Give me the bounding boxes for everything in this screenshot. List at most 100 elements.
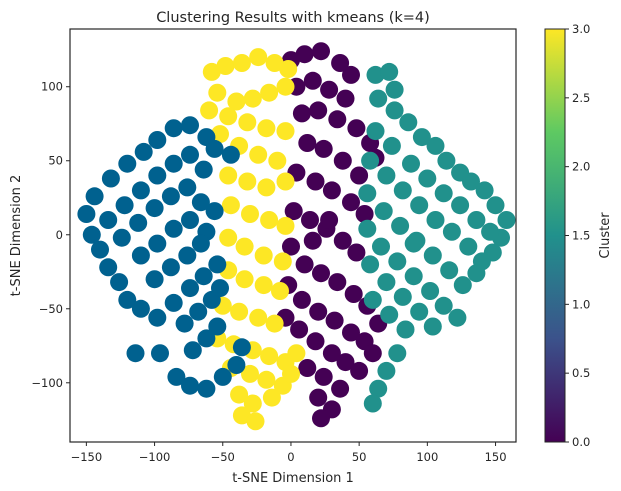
cluster-1-point <box>366 65 385 84</box>
cluster-2-point <box>200 101 219 120</box>
cluster-1-point <box>363 290 382 309</box>
cluster-2-point <box>282 364 300 383</box>
cluster-3-point <box>145 270 164 289</box>
cluster-3-point <box>145 199 164 218</box>
cluster-3-point <box>118 290 137 309</box>
cluster-0-point <box>331 54 350 72</box>
cluster-3-point <box>164 154 183 173</box>
colorbar-tick-label: 1.0 <box>572 297 590 311</box>
cluster-3-point <box>205 202 224 221</box>
cluster-2-point <box>276 77 295 96</box>
cluster-1-point <box>366 122 385 141</box>
cluster-3-point <box>131 246 150 265</box>
colorbar-tick-label: 1.5 <box>572 229 590 243</box>
cluster-0-point <box>325 311 344 330</box>
cluster-0-point <box>309 101 328 120</box>
cluster-1-point <box>467 264 486 283</box>
cluster-2-point <box>254 246 273 265</box>
cluster-2-point <box>243 394 262 413</box>
cluster-2-point <box>260 347 279 366</box>
cluster-1-point <box>442 222 461 241</box>
cluster-3-point <box>148 131 167 149</box>
cluster-1-point <box>426 211 445 229</box>
cluster-3-point <box>164 293 183 312</box>
cluster-1-point <box>448 308 467 327</box>
cluster-3-point <box>118 154 137 173</box>
cluster-1-point <box>380 305 399 324</box>
cluster-1-point <box>369 379 388 398</box>
cluster-1-point <box>475 181 494 200</box>
cluster-2-point <box>276 172 295 191</box>
x-tick-label: 0 <box>287 450 294 464</box>
cluster-3-point <box>126 344 145 363</box>
cluster-3-point <box>194 267 213 286</box>
y-tick-label: −100 <box>31 376 63 390</box>
cluster-2-point <box>243 89 262 108</box>
cluster-3-point <box>205 139 224 158</box>
cluster-1-point <box>440 261 459 280</box>
cluster-3-point <box>227 356 246 374</box>
cluster-0-point <box>347 119 366 138</box>
cluster-0-point <box>303 71 322 90</box>
x-tick-label: 50 <box>352 450 367 464</box>
cluster-3-point <box>82 225 101 244</box>
cluster-0-point <box>295 255 314 274</box>
cluster-1-point <box>361 151 380 170</box>
chart-title: Clustering Results with kmeans (k=4) <box>156 10 430 26</box>
cluster-2-point <box>287 344 306 363</box>
cluster-3-point <box>131 299 150 318</box>
cluster-1-point <box>404 267 423 286</box>
cluster-3-point <box>221 145 240 164</box>
cluster-3-point <box>112 228 131 247</box>
cluster-0-point <box>322 344 341 363</box>
cluster-3-point <box>208 255 227 274</box>
points-layer <box>77 42 516 431</box>
cluster-0-point <box>314 367 333 386</box>
cluster-3-point <box>178 178 197 197</box>
cluster-2-point <box>241 364 259 383</box>
cluster-0-point <box>344 285 363 303</box>
cluster-0-point <box>312 409 330 428</box>
cluster-3-point <box>181 211 199 229</box>
cluster-0-point <box>306 332 325 351</box>
cluster-3-point <box>211 279 229 298</box>
cluster-1-point <box>481 222 500 241</box>
cluster-1-point <box>388 344 407 363</box>
cluster-0-point <box>328 273 347 292</box>
cluster-3-point <box>91 240 109 259</box>
cluster-0-point <box>303 231 322 250</box>
cluster-0-point <box>306 172 325 191</box>
cluster-3-point <box>131 181 150 200</box>
cluster-3-point <box>191 193 210 212</box>
cluster-3-point <box>99 211 118 229</box>
cluster-2-point <box>271 282 289 300</box>
cluster-3-point <box>191 234 210 253</box>
cluster-0-point <box>336 353 355 372</box>
cluster-2-point <box>227 92 246 111</box>
y-axis-ticks: −100 −50 0 50 100 <box>31 80 70 390</box>
cluster-0-point <box>333 151 352 170</box>
cluster-1-point <box>369 89 388 108</box>
cluster-1-point <box>402 154 420 173</box>
cluster-2-point <box>211 125 229 144</box>
colorbar-label: Cluster <box>598 212 613 259</box>
cluster-3-point <box>101 169 120 188</box>
cluster-0-point <box>350 361 369 380</box>
cluster-1-point <box>418 169 437 188</box>
cluster-2-point <box>202 62 221 81</box>
cluster-3-point <box>232 338 251 357</box>
cluster-2-point <box>232 406 251 425</box>
cluster-1-point <box>385 101 404 120</box>
cluster-3-point <box>134 142 153 161</box>
cluster-3-point <box>167 367 186 386</box>
cluster-0-point <box>295 45 314 64</box>
cluster-2-point <box>273 252 292 271</box>
cluster-3-point <box>181 279 199 298</box>
cluster-0-point <box>298 359 317 377</box>
cluster-1-point <box>393 287 412 306</box>
cluster-1-point <box>437 151 456 170</box>
colorbar-tick-label: 2.0 <box>572 160 590 174</box>
cluster-3-point <box>208 317 227 336</box>
cluster-1-point <box>396 320 415 339</box>
cluster-0-point <box>355 205 374 223</box>
